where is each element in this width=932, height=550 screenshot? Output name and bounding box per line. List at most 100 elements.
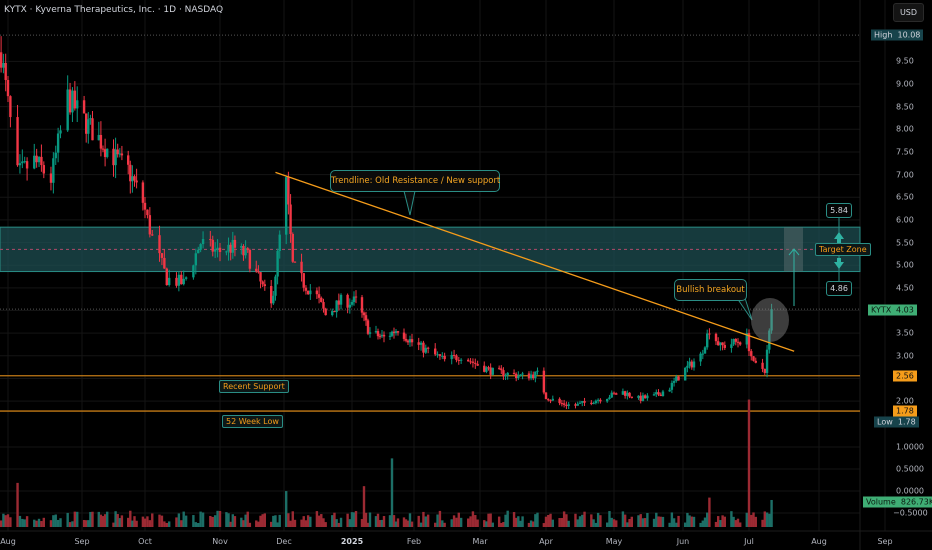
volume-bar [233,516,237,527]
volume-bar [68,522,72,527]
volume-bar [706,512,709,527]
volume-bar [574,513,577,527]
volume-bar [529,520,533,527]
candle-body [739,342,742,345]
volume-bar [394,521,398,527]
candle-body [491,367,494,375]
recent-support-label[interactable]: Recent Support [219,380,289,393]
candle-body [2,62,5,68]
candle-body [504,375,507,377]
time-axis-tick: Feb [406,537,422,546]
candle-body [489,367,492,375]
volume-bar [701,520,704,527]
candle-body [754,360,757,363]
candle-body [376,331,380,337]
low-tag: Low 1.78 [874,416,919,428]
candle-body [527,373,531,379]
candle-body [177,274,181,286]
candle-body [441,355,444,357]
candle-body [112,148,115,166]
volume-bar [184,515,188,527]
candle-body [225,251,228,253]
candle-body [261,281,264,285]
target-high-box[interactable]: 5.84 [826,203,852,218]
candle-body [374,331,378,333]
volume-bar [551,519,554,527]
candle-body [610,392,613,398]
candle-body [608,397,611,399]
volume-bar [643,518,647,527]
volume-bar [335,519,338,527]
candle-body [765,349,769,373]
volume-bar [133,516,136,527]
volume-bar [141,516,145,527]
candle-body [240,245,243,248]
price-axis-tick: 8.00 [896,124,914,134]
time-axis-tick: Sep [877,537,893,546]
volume-bar [608,511,611,527]
volume-bar [686,512,689,527]
volume-bar [158,514,161,527]
trendline-note[interactable]: Trendline: Old Resistance / New support [330,170,500,192]
candle-body [360,297,364,313]
candle-body [320,297,323,303]
candle-body [734,338,737,342]
volume-bar [474,515,477,527]
volume-bar [315,511,319,527]
candle-body [33,155,36,169]
candle-body [18,163,22,166]
volume-bar [284,491,288,527]
candle-body [761,362,764,369]
volume-bar [261,514,264,527]
candle-body [675,376,678,382]
volume-bar [734,520,737,527]
candle-body [199,244,202,250]
time-axis-tick: Aug [0,537,16,546]
breakout-note[interactable]: Bullish breakout [674,279,747,301]
candle-body [378,336,382,338]
candle-body [276,250,279,277]
target-zone-label[interactable]: Target Zone [815,243,871,256]
candle-body [306,290,310,295]
volume-bar [114,511,117,527]
candle-body [16,117,19,166]
week52-low-label[interactable]: 52 Week Low [222,415,283,428]
candle-body [723,345,726,348]
trendline-note-pointer [403,190,416,216]
volume-bar [167,521,171,527]
volume-bar [565,514,568,527]
candle-body [436,354,439,356]
volume-bar [404,519,408,527]
target-low-box[interactable]: 4.86 [826,281,852,296]
volume-bar [476,519,479,527]
candle-body [457,359,460,361]
volume-bar [143,518,147,527]
candle-body [160,253,164,258]
volume-bar [244,514,247,527]
volume-bar [424,516,427,527]
volume-bar [2,513,5,527]
price-axis-tick: 5.50 [896,238,914,248]
volume-bar [417,515,420,527]
candle-body [471,361,475,363]
volume-bar [127,517,130,527]
candle-body [706,333,709,348]
candle-body [4,62,7,81]
volume-bar [255,520,258,527]
candle-body [581,401,584,403]
volume-bar [549,513,552,527]
time-axis-tick: 2025 [340,537,364,546]
candle-body [56,133,60,153]
volume-bar [594,522,598,527]
volume-bar [309,516,312,527]
volume-bar [135,520,138,527]
volume-bar [641,518,645,527]
candle-body [71,90,74,113]
currency-button[interactable]: USD [893,3,924,22]
volume-bar [333,512,336,527]
candle-body [163,257,166,269]
low-value: 1.78 [897,417,916,427]
candle-body [213,249,217,252]
candle-body [583,401,586,403]
